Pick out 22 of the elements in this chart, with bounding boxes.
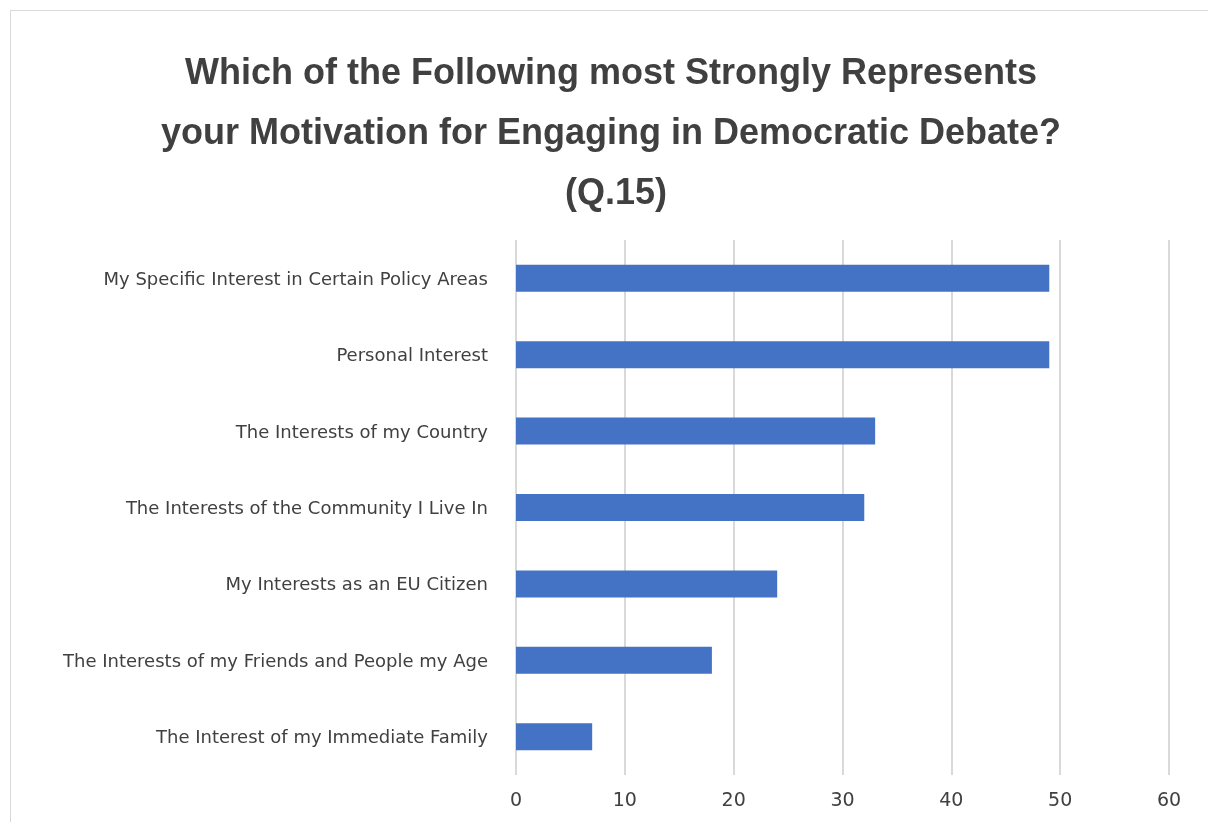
x-tick-label: 50 bbox=[1048, 787, 1073, 810]
x-tick-label: 30 bbox=[830, 787, 855, 810]
y-tick-label: The Interest of my Immediate Family bbox=[155, 726, 489, 748]
y-tick-label: Personal Interest bbox=[336, 344, 488, 366]
x-tick-label: 60 bbox=[1156, 787, 1182, 810]
y-tick-label: My Specific Interest in Certain Policy Areas bbox=[103, 267, 488, 289]
bar bbox=[516, 646, 712, 674]
bar bbox=[516, 723, 593, 751]
x-tick-label: 10 bbox=[612, 787, 637, 810]
x-tick-label: 20 bbox=[721, 787, 746, 810]
x-tick-label: 0 bbox=[509, 787, 523, 810]
bar bbox=[516, 264, 1050, 292]
bar bbox=[516, 417, 876, 445]
bar bbox=[516, 570, 778, 598]
x-tick-label: 40 bbox=[939, 787, 964, 810]
chart-title: Which of the Following most Strongly Represents your Motivation for Engaging in Democratic Debate? (Q.15) bbox=[160, 50, 1072, 212]
y-tick-label: The Interests of my Country bbox=[234, 420, 489, 442]
y-tick-label: The Interests of the Community I Live In bbox=[124, 497, 488, 518]
bar bbox=[516, 341, 1050, 369]
y-tick-label: The Interests of my Friends and People my Age bbox=[62, 649, 488, 671]
y-tick-label: My Interests as an EU Citizen bbox=[225, 573, 488, 595]
bar bbox=[516, 494, 865, 521]
